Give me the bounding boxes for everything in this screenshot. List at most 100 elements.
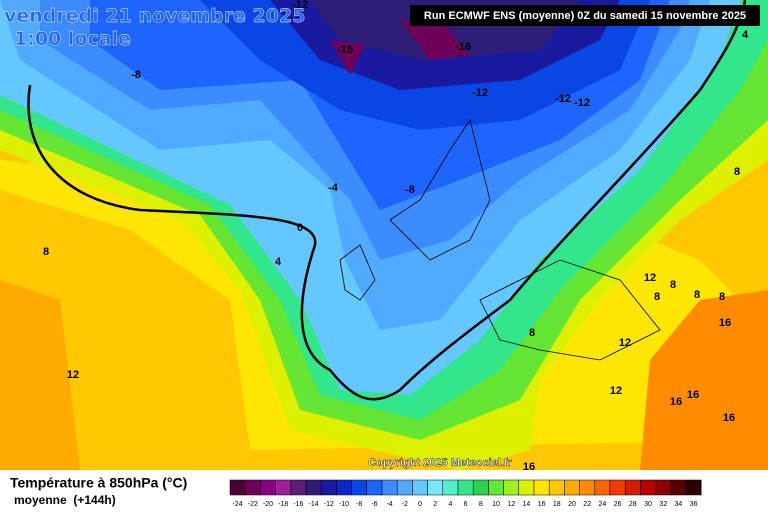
color-swatch xyxy=(229,479,246,496)
color-swatch xyxy=(640,479,656,496)
color-tick-label: 12 xyxy=(507,501,515,508)
contour-label: -16 xyxy=(455,41,471,53)
color-tick-label: 8 xyxy=(479,501,483,508)
contour-label: 8 xyxy=(529,327,535,339)
color-swatch xyxy=(518,479,535,496)
color-swatch xyxy=(351,479,368,496)
color-swatch xyxy=(503,479,520,496)
color-swatch xyxy=(320,479,337,496)
contour-label: 8 xyxy=(654,291,660,303)
color-tick-label: 22 xyxy=(583,501,591,508)
color-tick-label: 32 xyxy=(659,501,667,508)
color-tick-label: -24 xyxy=(233,501,243,508)
color-tick-label: 18 xyxy=(553,501,561,508)
color-tick-label: -2 xyxy=(402,501,408,508)
contour-label: 8 xyxy=(670,279,676,291)
legend-title: Température à 850hPa (°C) xyxy=(10,475,187,491)
color-tick-label: -20 xyxy=(263,501,273,508)
contour-label: 16 xyxy=(687,389,699,401)
color-swatch xyxy=(670,479,687,496)
color-swatch xyxy=(290,479,307,496)
contour-label: -8 xyxy=(131,69,141,81)
contour-label: -4 xyxy=(328,182,339,194)
color-tick-label: 30 xyxy=(644,501,652,508)
contour-label: 8 xyxy=(694,289,700,301)
color-tick-label: -22 xyxy=(248,501,258,508)
color-swatch xyxy=(260,479,276,496)
color-swatch xyxy=(244,479,261,496)
color-swatch xyxy=(685,479,702,496)
color-swatch xyxy=(548,479,565,496)
color-swatch xyxy=(442,479,459,496)
color-tick-label: 28 xyxy=(629,501,637,508)
color-swatch xyxy=(396,479,413,496)
color-swatch xyxy=(336,479,352,496)
contour-label: 8 xyxy=(43,246,49,258)
color-swatch xyxy=(412,479,428,496)
contour-label: 4 xyxy=(275,256,282,268)
contour-label: 16 xyxy=(670,396,682,408)
color-tick-label: 2 xyxy=(433,501,437,508)
contour-label: -8 xyxy=(405,184,415,196)
contour-label: -12 xyxy=(574,97,590,109)
color-tick-label: 16 xyxy=(538,501,546,508)
color-tick-label: 14 xyxy=(523,501,531,508)
color-tick-label: -6 xyxy=(371,501,377,508)
date: vendredi 21 novembre 2025 xyxy=(4,5,305,27)
color-swatch xyxy=(457,479,474,496)
color-tick-label: -18 xyxy=(278,501,288,508)
color-swatch xyxy=(275,479,292,496)
contour-label: 12 xyxy=(610,385,622,397)
color-tick-label: 24 xyxy=(599,501,607,508)
color-tick-label: -12 xyxy=(324,501,334,508)
contour-label: 12 xyxy=(644,272,656,284)
color-swatch xyxy=(533,479,550,496)
map: Run ECMWF ENS (moyenne) 0Z du samedi 15 … xyxy=(0,0,768,473)
color-tick-label: 4 xyxy=(448,501,452,508)
color-tick-label: 26 xyxy=(614,501,622,508)
color-swatch xyxy=(381,479,398,496)
contour-label: 0 xyxy=(297,222,303,234)
contour-label: 4 xyxy=(742,29,749,41)
contour-label: -16 xyxy=(337,44,353,56)
color-tick-label: -16 xyxy=(293,501,303,508)
color-swatch xyxy=(655,479,672,496)
contour-label: 16 xyxy=(523,461,535,473)
legend-subtitle: moyenne (+144h) xyxy=(14,493,116,507)
color-swatch xyxy=(427,479,444,496)
color-swatch xyxy=(579,479,596,496)
color-tick-label: -4 xyxy=(386,501,392,508)
contour-label: 16 xyxy=(723,412,735,424)
contour-label: -12 xyxy=(292,0,308,11)
color-swatch xyxy=(366,479,383,496)
color-swatch xyxy=(305,479,322,496)
color-swatch xyxy=(488,479,504,496)
color-swatch xyxy=(564,479,580,496)
color-scale: -24 -22 -20 -18 -16 -14 -12 -10 -8 -6 -4 -2 0 2 4 6 8 10 1… xyxy=(229,479,702,508)
contour-label: 16 xyxy=(719,317,731,329)
color-tick-label: -14 xyxy=(309,501,319,508)
color-tick-label: 20 xyxy=(568,501,576,508)
time: 1:00 locale xyxy=(14,28,131,50)
color-swatch xyxy=(624,479,641,496)
contour-label: -12 xyxy=(555,93,571,105)
copyright: Copyright 2025 Meteociel.fr xyxy=(368,457,512,469)
contour-label: 8 xyxy=(719,291,725,303)
contour-label: 12 xyxy=(619,337,631,349)
color-tick-label: 10 xyxy=(492,501,500,508)
color-tick-label: 6 xyxy=(464,501,468,508)
contour-label: 12 xyxy=(67,369,79,381)
color-swatch xyxy=(609,479,626,496)
contour-label: 8 xyxy=(734,166,740,178)
color-tick-label: 34 xyxy=(675,501,683,508)
color-tick-label: -10 xyxy=(339,501,349,508)
color-swatch xyxy=(472,479,489,496)
color-tick-label: 36 xyxy=(690,501,698,508)
contour-label: -12 xyxy=(472,87,488,99)
color-swatch xyxy=(594,479,611,496)
color-tick-label: 0 xyxy=(418,501,422,508)
color-tick-label: -8 xyxy=(356,501,362,508)
run-info: Run ECMWF ENS (moyenne) 0Z du samedi 15 … xyxy=(424,10,746,22)
